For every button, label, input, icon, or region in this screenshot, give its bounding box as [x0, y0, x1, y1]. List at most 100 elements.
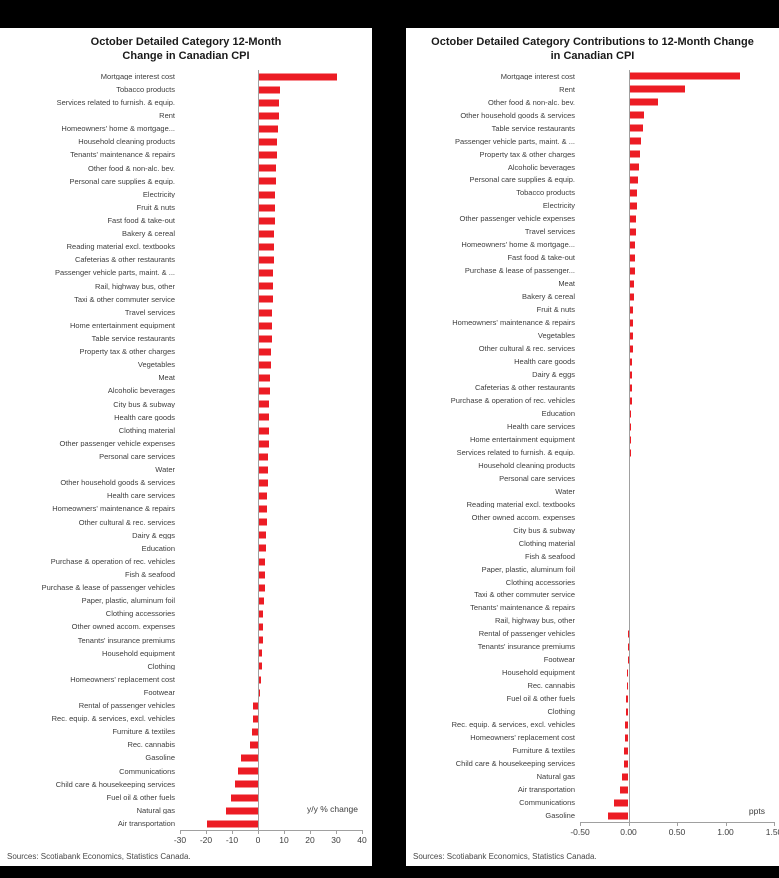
- bar-row: Household equipment: [2, 647, 362, 660]
- x-axis-tick-label: -0.50: [570, 827, 590, 837]
- category-label: Purchase & operation of rec. vehicles: [50, 557, 175, 566]
- category-label: Fruit & nuts: [136, 203, 175, 212]
- x-axis-tick: [258, 830, 259, 834]
- category-label: Communications: [119, 767, 175, 776]
- bar: [628, 202, 638, 210]
- x-axis-tick: [580, 822, 581, 826]
- bar-track: [580, 589, 774, 602]
- bar-row: City bus & subway: [2, 398, 362, 411]
- bar-row: Homeowners' home & mortgage...: [408, 239, 774, 252]
- category-label: City bus & subway: [113, 400, 175, 409]
- bar-track: [580, 265, 774, 278]
- bar-row: Clothing accessories: [2, 607, 362, 620]
- chart-title: October Detailed Category Contributions …: [431, 36, 754, 63]
- bar-track: [180, 227, 362, 240]
- category-label: Rail, highway bus, other: [494, 617, 575, 625]
- category-label: Alcoholic beverages: [107, 387, 175, 395]
- category-label: Rental of passenger vehicles: [78, 702, 175, 710]
- category-label: Taxi & other commuter service: [74, 295, 175, 304]
- bar: [258, 269, 274, 277]
- bar: [628, 176, 639, 184]
- bar-track: [580, 615, 774, 628]
- bar-track: [180, 122, 362, 135]
- bar-track: [180, 254, 362, 267]
- bar: [258, 348, 272, 356]
- bar: [258, 86, 280, 94]
- bar-row: Education: [2, 542, 362, 555]
- bar: [258, 427, 269, 434]
- x-axis-tick-label: 1.50: [765, 827, 779, 837]
- bar: [258, 164, 277, 172]
- bar-row: Other food & non-alc. bev.: [2, 162, 362, 175]
- bar-row: Home entertainment equipment: [408, 433, 774, 446]
- category-label: Health care goods: [514, 358, 575, 366]
- cpi-change-chart-panel: October Detailed Category 12-Month Chang…: [0, 28, 372, 866]
- bar: [628, 436, 632, 444]
- bar-rows: Mortgage interest cost Rent Other food & n…: [408, 70, 774, 822]
- category-label: Clothing: [147, 662, 175, 671]
- bar-row: Vegetables: [408, 329, 774, 342]
- bar-row: Clothing material: [2, 424, 362, 437]
- category-label: Gasoline: [545, 811, 575, 820]
- bar: [258, 558, 266, 566]
- bar-track: [580, 420, 774, 433]
- bar-row: Purchase & operation of rec. vehicles: [408, 394, 774, 407]
- bar-row: Personal care services: [408, 472, 774, 485]
- bar: [258, 112, 279, 120]
- category-label: Reading material excl. textbooks: [66, 243, 175, 251]
- bar-track: [580, 667, 774, 680]
- bar: [258, 623, 264, 631]
- bar-row: Gasoline: [408, 809, 774, 822]
- category-label: Meat: [558, 280, 575, 288]
- bar-track: [180, 319, 362, 332]
- bar-track: [580, 680, 774, 693]
- chart-title: October Detailed Category 12-Month Chang…: [90, 36, 282, 63]
- bar: [628, 137, 642, 145]
- bar: [258, 518, 267, 526]
- category-label: Purchase & lease of passenger...: [464, 267, 575, 275]
- bar: [628, 72, 741, 80]
- bar-track: [180, 712, 362, 725]
- category-label: Services related to furnish. & equip.: [456, 448, 575, 457]
- bar-track: [580, 796, 774, 809]
- bar-row: Fruit & nuts: [408, 303, 774, 316]
- bar: [250, 741, 258, 749]
- bar-track: [580, 550, 774, 563]
- category-label: Mortgage interest cost: [500, 72, 575, 81]
- bar: [258, 256, 274, 264]
- bar-track: [180, 345, 362, 358]
- category-label: Personal care services: [99, 452, 175, 461]
- x-axis-tick-label: 0.00: [620, 827, 637, 837]
- category-label: City bus & subway: [513, 526, 575, 535]
- bar: [258, 636, 263, 644]
- bar-row: Household cleaning products: [408, 459, 774, 472]
- x-axis-tick: [677, 822, 678, 826]
- bar-track: [180, 503, 362, 516]
- category-label: Education: [541, 409, 575, 418]
- bar: [253, 702, 258, 710]
- bar-track: [580, 705, 774, 718]
- x-axis-tick: [232, 830, 233, 834]
- category-label: Fast food & take-out: [507, 254, 575, 262]
- bar-track: [180, 372, 362, 385]
- bar-row: Rental of passenger vehicles: [2, 699, 362, 712]
- category-label: Cafeterias & other restaurants: [74, 256, 175, 264]
- bar-track: [580, 485, 774, 498]
- bar: [258, 662, 262, 670]
- category-label: Other passenger vehicle expenses: [59, 439, 176, 448]
- bar-row: Gasoline: [2, 752, 362, 765]
- bar-row: Fruit & nuts: [2, 201, 362, 214]
- bar-track: [580, 355, 774, 368]
- bar: [628, 280, 635, 288]
- x-axis-tick: [284, 830, 285, 834]
- bar-row: Homeowners' home & mortgage...: [2, 122, 362, 135]
- category-label: Natural gas: [136, 806, 175, 815]
- bar-row: Tenants' maintenance & repairs: [2, 149, 362, 162]
- bar-track: [180, 725, 362, 738]
- bar-track: [180, 752, 362, 765]
- bar-track: [180, 175, 362, 188]
- x-axis-tick-label: 1.00: [717, 827, 734, 837]
- bar-row: Fast food & take-out: [2, 214, 362, 227]
- category-label: Homeowners' replacement cost: [70, 675, 175, 684]
- bar-row: Tenants' insurance premiums: [2, 634, 362, 647]
